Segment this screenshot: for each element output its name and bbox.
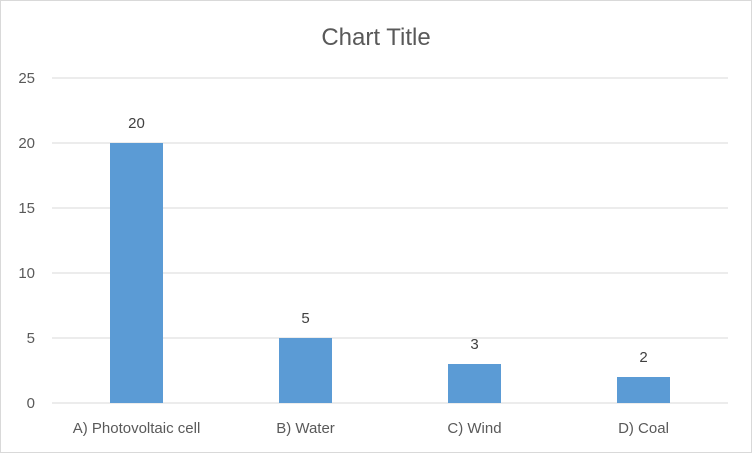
data-labels: 20 5 3 2 (128, 115, 648, 366)
y-tick-label-0: 0 (27, 395, 35, 412)
bar-1 (110, 143, 163, 403)
bar-4 (617, 377, 670, 403)
x-tick-label-1: A) Photovoltaic cell (73, 420, 201, 437)
bar-3 (448, 364, 501, 403)
y-tick-label-15: 15 (18, 200, 35, 217)
data-label-2: 5 (301, 310, 309, 327)
chart-title: Chart Title (321, 24, 430, 51)
x-tick-label-4: D) Coal (618, 420, 669, 437)
y-axis-tick-labels: 0 5 10 15 20 25 (18, 70, 35, 412)
y-tick-label-10: 10 (18, 265, 35, 282)
y-tick-label-25: 25 (18, 70, 35, 87)
data-label-1: 20 (128, 115, 145, 132)
y-tick-label-20: 20 (18, 135, 35, 152)
x-tick-label-2: B) Water (276, 420, 335, 437)
x-axis-tick-labels: A) Photovoltaic cell B) Water C) Wind D) Co… (73, 420, 669, 437)
data-label-3: 3 (470, 336, 478, 353)
gridlines (52, 77, 728, 404)
bars (110, 143, 670, 403)
data-label-4: 2 (639, 349, 647, 366)
y-tick-label-5: 5 (27, 330, 35, 347)
bar-2 (279, 338, 332, 403)
x-tick-label-3: C) Wind (447, 420, 501, 437)
